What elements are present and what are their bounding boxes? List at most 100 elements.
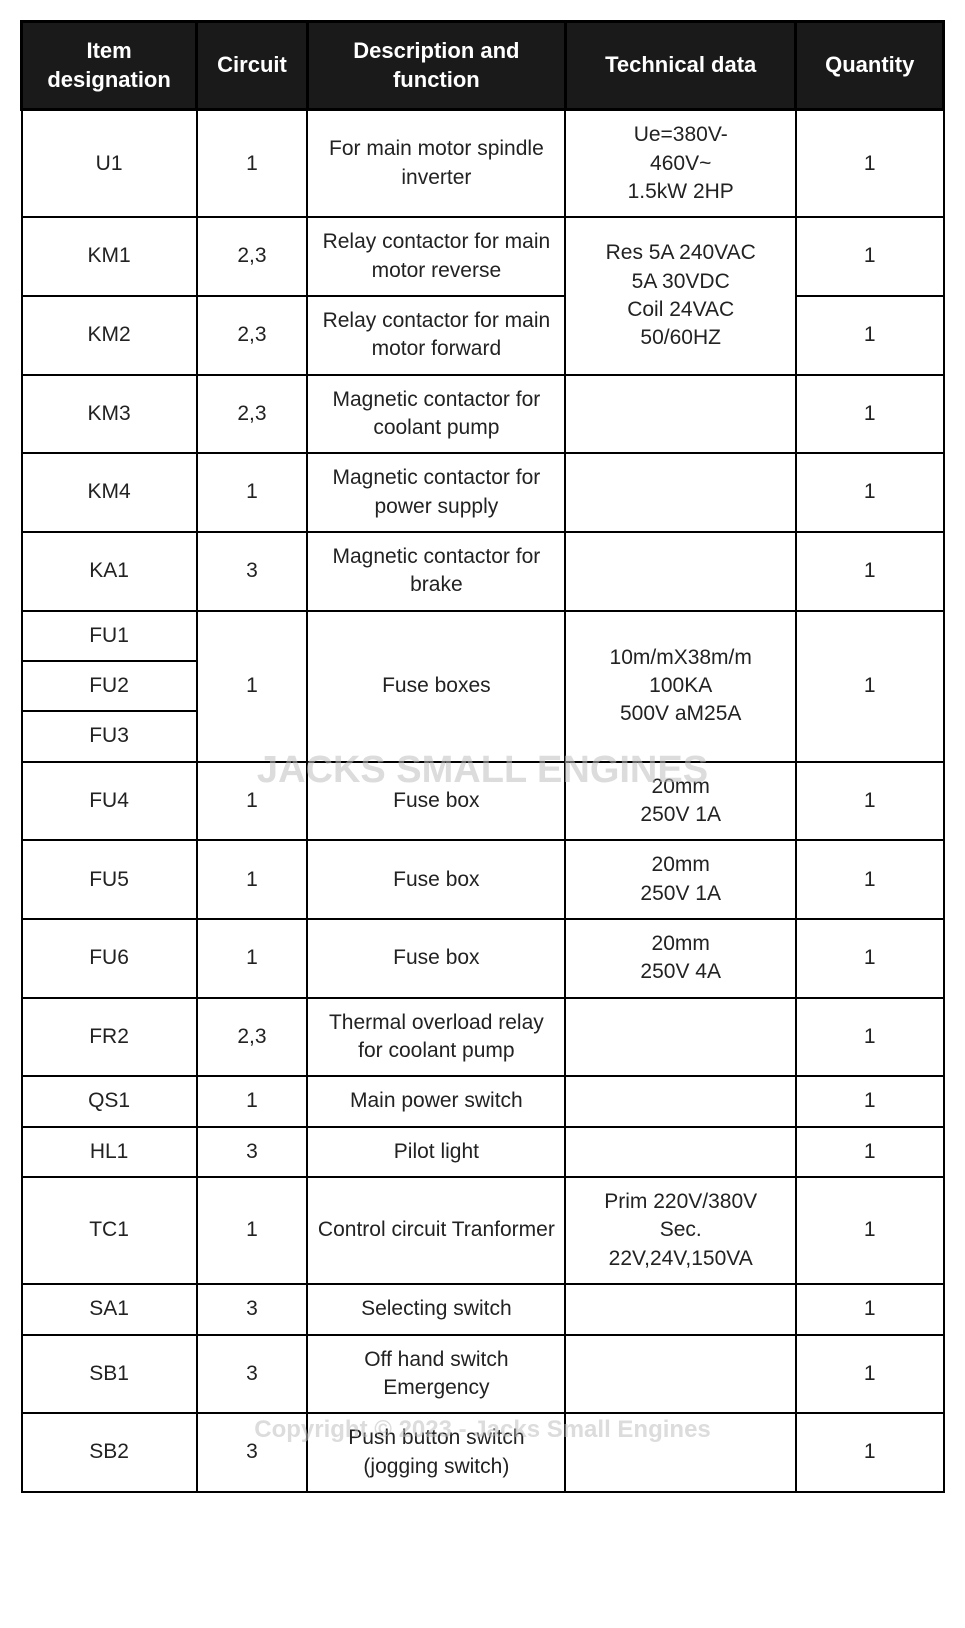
tech-line: 20mm	[652, 775, 710, 798]
tech-line: 1.5kW 2HP	[628, 180, 734, 203]
tech-line: 10m/mX38m/m	[610, 646, 752, 669]
tech-line: 250V 4A	[640, 960, 721, 983]
table-row: SB1 3 Off hand switch Emergency 1	[22, 1335, 944, 1414]
cell-qty: 1	[796, 1076, 944, 1126]
cell-tech	[565, 998, 796, 1077]
cell-desc: Fuse box	[307, 840, 565, 919]
tech-line: 20mm	[652, 853, 710, 876]
table-row: FU5 1 Fuse box 20mm 250V 1A 1	[22, 840, 944, 919]
cell-item: FU4	[22, 762, 197, 841]
cell-item: FU2	[22, 661, 197, 711]
cell-circuit: 3	[197, 1335, 308, 1414]
cell-qty: 1	[796, 110, 944, 218]
table-row: SB2 3 Push button switch (jogging switch…	[22, 1413, 944, 1492]
cell-item: KM4	[22, 453, 197, 532]
cell-tech	[565, 1335, 796, 1414]
cell-desc: Fuse box	[307, 762, 565, 841]
cell-item: FU1	[22, 611, 197, 661]
cell-desc: Control circuit Tranformer	[307, 1177, 565, 1284]
cell-item: QS1	[22, 1076, 197, 1126]
cell-desc: Fuse boxes	[307, 611, 565, 762]
table-row: SA1 3 Selecting switch 1	[22, 1284, 944, 1334]
table-row: U1 1 For main motor spindle inverter Ue=…	[22, 110, 944, 218]
cell-tech	[565, 453, 796, 532]
cell-circuit: 2,3	[197, 998, 308, 1077]
table-row: KM1 2,3 Relay contactor for main motor r…	[22, 217, 944, 296]
cell-qty: 1	[796, 919, 944, 998]
cell-tech: 20mm 250V 4A	[565, 919, 796, 998]
tech-line: Ue=380V-	[634, 123, 728, 146]
tech-line: 22V,24V,150VA	[609, 1247, 753, 1270]
cell-tech: Prim 220V/380V Sec. 22V,24V,150VA	[565, 1177, 796, 1284]
cell-circuit: 1	[197, 110, 308, 218]
cell-desc: Thermal overload relay for coolant pump	[307, 998, 565, 1077]
cell-desc: Magnetic contactor for coolant pump	[307, 375, 565, 454]
cell-qty: 1	[796, 762, 944, 841]
tech-line: Coil 24VAC	[627, 298, 734, 321]
cell-desc: Main power switch	[307, 1076, 565, 1126]
cell-circuit: 1	[197, 1177, 308, 1284]
table-row: KM4 1 Magnetic contactor for power suppl…	[22, 453, 944, 532]
table-row: KM2 2,3 Relay contactor for main motor f…	[22, 296, 944, 375]
cell-tech: Res 5A 240VAC 5A 30VDC Coil 24VAC 50/60H…	[565, 217, 796, 374]
cell-desc: Selecting switch	[307, 1284, 565, 1334]
cell-tech	[565, 1127, 796, 1177]
cell-item: KM3	[22, 375, 197, 454]
cell-item: TC1	[22, 1177, 197, 1284]
cell-qty: 1	[796, 532, 944, 611]
cell-tech: 10m/mX38m/m 100KA 500V aM25A	[565, 611, 796, 762]
cell-qty: 1	[796, 1335, 944, 1414]
cell-item: U1	[22, 110, 197, 218]
col-circuit: Circuit	[197, 22, 308, 110]
cell-circuit: 3	[197, 1284, 308, 1334]
table-row: TC1 1 Control circuit Tranformer Prim 22…	[22, 1177, 944, 1284]
cell-circuit: 3	[197, 532, 308, 611]
cell-qty: 1	[796, 611, 944, 762]
cell-item: SA1	[22, 1284, 197, 1334]
table-row: FR2 2,3 Thermal overload relay for coola…	[22, 998, 944, 1077]
tech-line: Prim 220V/380V	[604, 1190, 757, 1213]
cell-desc: Push button switch (jogging switch)	[307, 1413, 565, 1492]
tech-line: 100KA	[649, 674, 712, 697]
cell-tech	[565, 1413, 796, 1492]
cell-qty: 1	[796, 217, 944, 296]
cell-circuit: 1	[197, 919, 308, 998]
header-row: Item designation Circuit Description and…	[22, 22, 944, 110]
cell-circuit: 2,3	[197, 217, 308, 296]
cell-item: KM2	[22, 296, 197, 375]
cell-item: KM1	[22, 217, 197, 296]
cell-desc: Relay contactor for main motor forward	[307, 296, 565, 375]
cell-tech: 20mm 250V 1A	[565, 840, 796, 919]
cell-qty: 1	[796, 840, 944, 919]
cell-tech	[565, 375, 796, 454]
cell-qty: 1	[796, 296, 944, 375]
cell-desc: Off hand switch Emergency	[307, 1335, 565, 1414]
tech-line: 250V 1A	[640, 803, 721, 826]
table-row: FU1 1 Fuse boxes 10m/mX38m/m 100KA 500V …	[22, 611, 944, 661]
cell-item: SB2	[22, 1413, 197, 1492]
table-row: FU4 1 Fuse box 20mm 250V 1A 1	[22, 762, 944, 841]
tech-line: 50/60HZ	[640, 326, 721, 349]
cell-item: KA1	[22, 532, 197, 611]
cell-circuit: 2,3	[197, 296, 308, 375]
cell-circuit: 1	[197, 453, 308, 532]
cell-tech	[565, 1284, 796, 1334]
cell-item: HL1	[22, 1127, 197, 1177]
cell-tech	[565, 532, 796, 611]
cell-desc: Pilot light	[307, 1127, 565, 1177]
cell-desc: Magnetic contactor for brake	[307, 532, 565, 611]
cell-qty: 1	[796, 375, 944, 454]
cell-circuit: 3	[197, 1127, 308, 1177]
cell-circuit: 2,3	[197, 375, 308, 454]
cell-circuit: 1	[197, 611, 308, 762]
table-row: QS1 1 Main power switch 1	[22, 1076, 944, 1126]
cell-desc: Relay contactor for main motor reverse	[307, 217, 565, 296]
cell-qty: 1	[796, 998, 944, 1077]
tech-line: 250V 1A	[640, 882, 721, 905]
cell-item: SB1	[22, 1335, 197, 1414]
cell-qty: 1	[796, 453, 944, 532]
table-row: FU6 1 Fuse box 20mm 250V 4A 1	[22, 919, 944, 998]
cell-item: FU5	[22, 840, 197, 919]
cell-qty: 1	[796, 1284, 944, 1334]
col-desc: Description and function	[307, 22, 565, 110]
